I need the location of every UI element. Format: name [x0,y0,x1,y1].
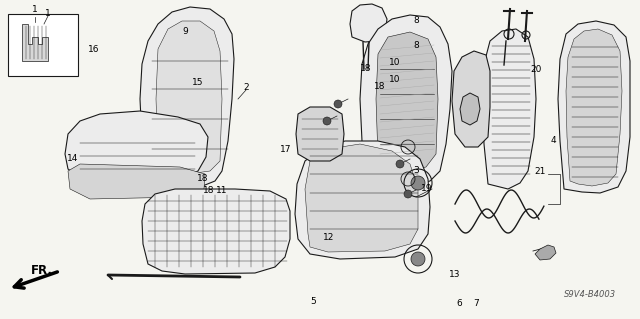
Text: 8: 8 [413,16,419,25]
Polygon shape [65,111,208,183]
Polygon shape [460,93,480,125]
Text: 19: 19 [421,184,433,193]
Text: 10: 10 [389,58,401,67]
Text: 18: 18 [374,82,386,91]
Text: 12: 12 [323,233,335,242]
Text: 2: 2 [243,83,249,92]
Polygon shape [566,29,622,186]
Text: 21: 21 [534,167,546,176]
Bar [8,14,78,76]
Polygon shape [305,144,418,252]
Polygon shape [22,24,48,61]
Polygon shape [360,15,452,186]
Polygon shape [156,21,222,174]
Text: 16: 16 [88,45,100,54]
Polygon shape [376,32,438,171]
Text: 14: 14 [67,154,79,163]
Text: 15: 15 [192,78,204,87]
Text: 1: 1 [45,9,51,18]
Text: 13: 13 [449,271,461,279]
Text: 1: 1 [32,5,38,14]
Polygon shape [142,189,290,274]
Polygon shape [558,21,630,193]
Polygon shape [350,4,387,42]
Circle shape [334,100,342,108]
Text: 11: 11 [216,186,228,195]
Circle shape [404,190,412,198]
Text: 8: 8 [413,41,419,50]
Polygon shape [482,29,536,189]
Text: 3: 3 [413,166,419,175]
Polygon shape [68,164,205,199]
Text: FR.: FR. [31,264,53,277]
Circle shape [396,160,404,168]
Polygon shape [296,107,344,161]
Polygon shape [140,7,234,187]
Text: 18: 18 [204,186,215,195]
Text: 17: 17 [280,145,292,154]
Polygon shape [295,141,430,259]
Circle shape [411,252,425,266]
Text: 6: 6 [456,299,462,308]
Text: 5: 5 [310,297,316,306]
Text: 18: 18 [360,64,372,73]
Text: 9: 9 [182,27,188,36]
Circle shape [323,117,331,125]
Circle shape [411,176,425,190]
Text: 18: 18 [197,174,209,182]
Polygon shape [535,245,556,260]
Text: 7: 7 [473,299,479,308]
Text: 10: 10 [389,75,401,84]
Text: S9V4-B4003: S9V4-B4003 [564,290,616,299]
Text: 20: 20 [531,65,541,74]
Polygon shape [452,51,490,147]
Text: 4: 4 [550,136,556,145]
